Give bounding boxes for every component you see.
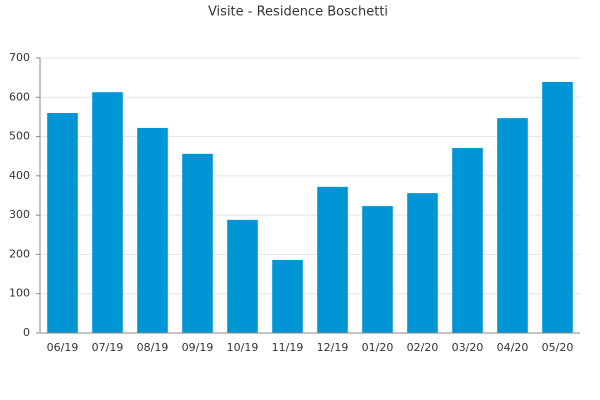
x-tick-label: 11/19 bbox=[272, 341, 304, 354]
y-tick-label: 300 bbox=[9, 208, 30, 221]
x-tick-label: 12/19 bbox=[317, 341, 349, 354]
bar bbox=[137, 127, 168, 333]
y-tick-label: 400 bbox=[9, 169, 30, 182]
y-tick-label: 500 bbox=[9, 130, 30, 143]
y-tick-label: 700 bbox=[9, 51, 30, 64]
bar bbox=[92, 92, 123, 333]
x-tick-label: 02/20 bbox=[407, 341, 439, 354]
y-tick-label: 100 bbox=[9, 287, 30, 300]
bar bbox=[542, 81, 573, 333]
bar bbox=[452, 147, 483, 333]
x-tick-label: 01/20 bbox=[362, 341, 394, 354]
x-tick-label: 04/20 bbox=[497, 341, 529, 354]
y-tick-label: 600 bbox=[9, 90, 30, 103]
x-tick-label: 10/19 bbox=[227, 341, 259, 354]
x-tick-label: 09/19 bbox=[182, 341, 214, 354]
bar bbox=[272, 259, 303, 333]
x-tick-label: 08/19 bbox=[137, 341, 169, 354]
chart-title: Visite - Residence Boschetti bbox=[208, 5, 388, 20]
x-tick-label: 03/20 bbox=[452, 341, 484, 354]
x-tick-label: 06/19 bbox=[47, 341, 79, 354]
y-tick-label: 0 bbox=[23, 326, 30, 339]
bar bbox=[407, 193, 438, 333]
bar bbox=[47, 113, 78, 333]
x-tick-label: 05/20 bbox=[542, 341, 574, 354]
y-tick-label: 200 bbox=[9, 247, 30, 260]
bar bbox=[227, 219, 258, 333]
bar bbox=[317, 186, 348, 333]
x-tick-label: 07/19 bbox=[92, 341, 124, 354]
bar bbox=[182, 153, 213, 333]
bar bbox=[497, 118, 528, 333]
bar bbox=[362, 206, 393, 333]
